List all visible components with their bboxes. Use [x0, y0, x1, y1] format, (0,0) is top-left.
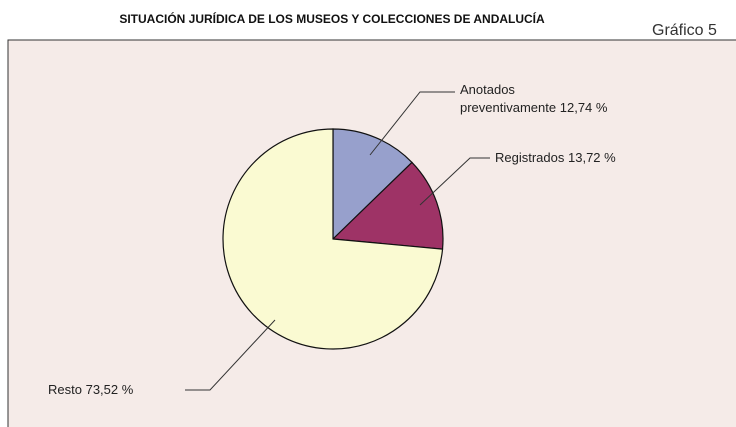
category-label: Registrados	[495, 150, 565, 165]
value-label: 13,72 %	[568, 150, 616, 165]
pie-slice	[331, 161, 444, 250]
pie-slice	[222, 128, 444, 350]
leader-line	[419, 157, 490, 206]
figure-label: Gráfico 5	[652, 22, 717, 39]
category-label: Resto	[48, 382, 82, 397]
value-label: 12,74 %	[559, 100, 608, 115]
slice-label: Anotados preventivamente 12,74 %	[460, 81, 610, 117]
chart-title: SITUACIÓN JURÍDICA DE LOS MUSEOS Y COLEC…	[119, 12, 545, 26]
slice-label: Registrados 13,72 %	[495, 149, 695, 167]
leader-line	[185, 319, 276, 391]
category-label: Anotados preventivamente	[460, 82, 557, 115]
leader-line	[369, 91, 455, 156]
slice-label: Resto 73,52 %	[48, 381, 248, 399]
pie-slice	[332, 128, 413, 241]
value-label: 73,52 %	[85, 382, 134, 397]
